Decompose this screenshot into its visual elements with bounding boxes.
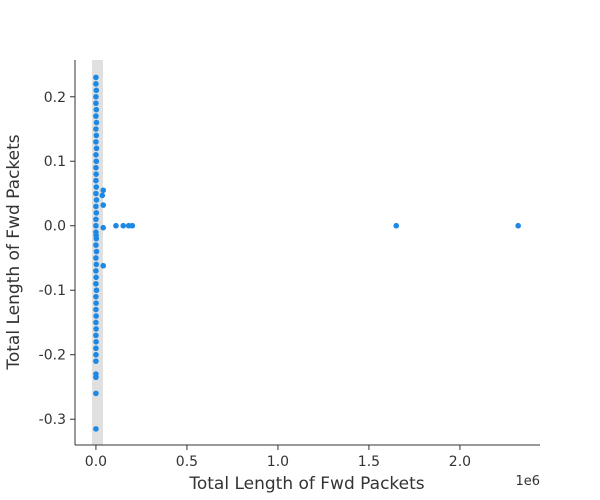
x-tick-label: 2.0: [449, 454, 471, 470]
point: [93, 151, 99, 158]
x-tick-label: 1.5: [358, 454, 380, 470]
x-tick-label: 1.0: [267, 454, 289, 470]
y-tick-label: -0.3: [39, 412, 66, 428]
point: [93, 81, 99, 87]
point: [93, 287, 100, 294]
point: [93, 280, 99, 287]
point: [93, 261, 100, 268]
point: [93, 242, 99, 248]
point: [93, 326, 99, 332]
point: [93, 87, 100, 94]
point: [93, 300, 99, 306]
point: [100, 187, 107, 194]
point: [93, 274, 99, 281]
x-axis-label: Total Length of Fwd Packets: [188, 474, 424, 494]
point: [93, 390, 99, 397]
point: [93, 203, 99, 210]
point: [93, 232, 99, 239]
point: [93, 332, 99, 339]
x-tick-label: 0.5: [176, 454, 198, 470]
y-tick-label: -0.2: [39, 348, 66, 364]
point: [93, 139, 99, 145]
point: [93, 319, 99, 326]
point: [93, 374, 99, 381]
point: [515, 222, 521, 229]
point: [93, 106, 100, 113]
y-tick-label: 0.1: [44, 154, 66, 170]
point: [93, 132, 100, 139]
point: [93, 222, 99, 229]
point: [93, 197, 100, 203]
point: [113, 222, 119, 229]
point: [99, 192, 106, 199]
point: [393, 222, 400, 229]
point: [120, 222, 127, 229]
point: [93, 339, 99, 345]
point: [93, 126, 99, 132]
point: [93, 345, 99, 352]
point: [93, 210, 100, 216]
point: [93, 216, 99, 223]
point: [93, 268, 99, 274]
point: [93, 113, 99, 119]
point: [100, 224, 107, 231]
point: [93, 293, 99, 300]
point: [93, 164, 99, 171]
point: [100, 202, 107, 208]
point: [93, 158, 100, 165]
point: [100, 262, 107, 269]
point: [93, 426, 99, 432]
y-tick-label: -0.1: [39, 283, 66, 299]
point: [93, 306, 99, 313]
point: [129, 222, 136, 229]
point: [93, 177, 99, 184]
x-tick-label: 0.0: [85, 454, 107, 470]
point: [93, 93, 99, 100]
point: [93, 171, 99, 177]
y-axis-label: Total Length of Fwd Packets: [4, 134, 24, 370]
point: [93, 313, 99, 319]
point: [93, 74, 99, 81]
y-tick-label: 0.0: [44, 219, 66, 235]
y-tick-label: 0.2: [44, 90, 66, 106]
point: [93, 119, 100, 126]
point: [93, 255, 99, 261]
x-offset-label: 1e6: [515, 474, 540, 489]
point: [93, 351, 99, 358]
point: [93, 145, 100, 152]
point: [93, 358, 99, 364]
point: [93, 190, 99, 197]
point: [93, 248, 100, 255]
point: [93, 184, 100, 190]
point: [93, 100, 99, 107]
